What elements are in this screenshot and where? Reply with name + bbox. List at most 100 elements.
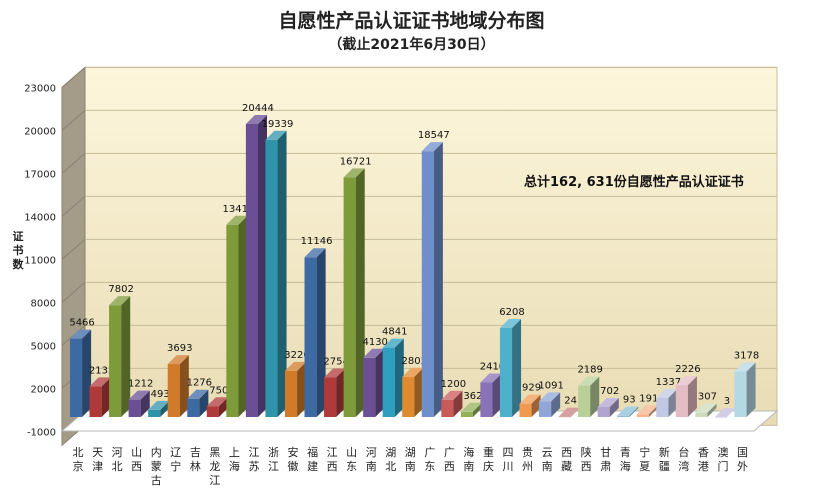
x-tick-char: 河 <box>112 446 123 459</box>
y-tick-label: 8000 <box>31 298 56 309</box>
bar-北京 <box>70 329 92 417</box>
bar-front <box>343 177 356 417</box>
data-label: 7802 <box>108 284 133 295</box>
data-label: 1212 <box>128 379 153 390</box>
bar-front <box>558 416 571 418</box>
x-tick-char: 辽 <box>170 446 181 459</box>
x-tick-char: 山 <box>346 446 357 459</box>
bar-front <box>167 364 180 417</box>
x-tick-label: 辽宁 <box>170 446 181 473</box>
x-tick-char: 林 <box>190 459 201 473</box>
x-tick-label: 吉林 <box>190 446 201 473</box>
x-tick-label: 江苏 <box>248 446 259 473</box>
bar-side <box>453 390 463 417</box>
x-tick-char: 西 <box>561 446 572 459</box>
chart-title: 自愿性产品认证证书地域分布图 <box>278 10 545 32</box>
x-tick-char: 台 <box>678 445 689 459</box>
x-tick-label: 青海 <box>620 446 631 473</box>
data-label: 3220 <box>284 350 309 361</box>
bar-side <box>687 376 697 417</box>
x-tick-label: 贵州 <box>522 446 533 473</box>
bar-top <box>499 319 522 329</box>
bar-天津 <box>89 377 111 417</box>
data-label: 4130 <box>362 337 387 348</box>
y-tick-label: 5000 <box>31 341 56 352</box>
bar-top <box>187 389 209 399</box>
bar-香港 <box>695 403 717 417</box>
bar-front <box>265 139 278 417</box>
y-tick-label: 17000 <box>24 169 56 180</box>
bar-front <box>499 328 513 417</box>
bar-side <box>492 373 502 417</box>
bar-side <box>531 394 541 417</box>
bar-side <box>336 368 346 417</box>
bar-top <box>539 392 561 402</box>
bar-front <box>109 305 122 417</box>
x-tick-char: 宁 <box>170 459 181 473</box>
x-tick-label: 福建 <box>307 445 318 473</box>
x-tick-char: 香 <box>698 446 709 459</box>
bar-side <box>316 248 326 417</box>
bar-side <box>101 377 111 417</box>
bar-side <box>218 397 228 417</box>
gridline-side <box>61 195 86 217</box>
bar-front <box>89 386 102 417</box>
bar-side <box>179 355 189 417</box>
x-tick-char: 西 <box>581 460 592 473</box>
bar-湖南 <box>402 367 424 417</box>
x-tick-char: 夏 <box>639 460 650 473</box>
x-tick-char: 东 <box>424 460 435 473</box>
x-tick-char: 津 <box>92 460 103 473</box>
bar-山西 <box>128 390 150 417</box>
x-tick-char: 外 <box>737 460 748 473</box>
bar-辽宁 <box>167 355 189 417</box>
gridline-side <box>61 66 86 88</box>
x-tick-char: 贵 <box>522 446 533 459</box>
bar-云南 <box>539 392 561 417</box>
bar-side <box>609 397 619 417</box>
gridline-side <box>61 152 86 174</box>
bar-top <box>441 390 463 400</box>
x-tick-char: 湾 <box>678 459 689 473</box>
bar-side <box>258 114 268 417</box>
x-tick-char: 湖 <box>385 446 396 459</box>
bar-front <box>284 370 298 417</box>
x-tick-char: 浙 <box>268 446 279 459</box>
data-label: 2802 <box>402 356 427 367</box>
bar-top <box>245 114 268 124</box>
x-tick-label: 山东 <box>346 446 357 473</box>
bar-top <box>284 361 307 371</box>
x-tick-char: 江 <box>248 446 259 459</box>
x-tick-char: 江 <box>268 460 279 473</box>
bar-top <box>167 355 189 365</box>
x-tick-char: 重 <box>483 445 494 459</box>
bar-top <box>714 407 737 417</box>
bar-front <box>539 401 552 417</box>
y-tick-label: 20000 <box>24 126 56 137</box>
x-tick-char: 藏 <box>561 460 572 473</box>
bar-side <box>121 296 131 417</box>
bar-front <box>363 357 376 417</box>
x-tick-char: 古 <box>151 474 162 487</box>
bar-海南 <box>460 402 482 417</box>
x-tick-char: 天 <box>92 446 103 459</box>
bar-top <box>519 394 541 404</box>
x-tick-char: 建 <box>307 459 318 473</box>
x-tick-char: 西 <box>327 460 338 473</box>
bar-front <box>324 377 337 417</box>
bar-side <box>433 142 443 417</box>
data-label: 1091 <box>538 380 563 391</box>
x-tick-char: 陕 <box>581 445 592 459</box>
bar-side <box>277 130 287 417</box>
bar-top <box>617 406 639 416</box>
bar-top <box>89 377 111 387</box>
x-tick-char: 黑 <box>209 446 220 459</box>
x-tick-label: 江西 <box>327 446 338 473</box>
x-tick-char: 甘 <box>600 446 611 459</box>
bar-top <box>382 338 404 348</box>
bar-新疆 <box>656 388 678 417</box>
x-tick-char: 北 <box>385 460 396 473</box>
bar-台湾 <box>675 376 697 417</box>
y-tick-label: -1000 <box>27 427 56 438</box>
x-tick-char: 西 <box>131 460 142 473</box>
